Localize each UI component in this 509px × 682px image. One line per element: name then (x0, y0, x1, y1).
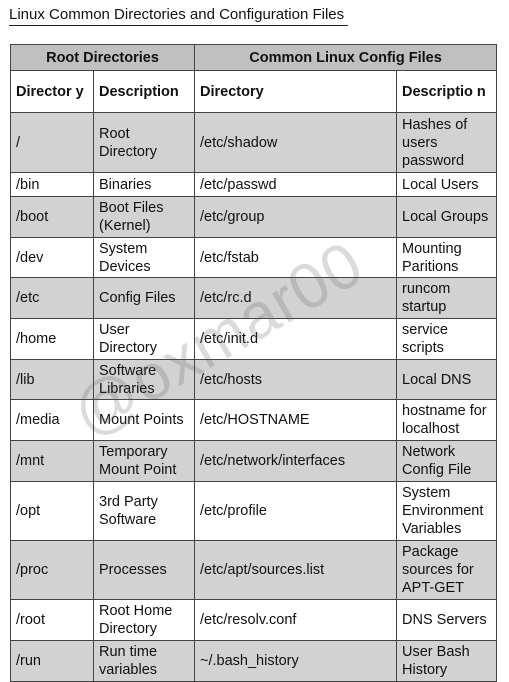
root-directory-cell: /media (10, 399, 94, 441)
root-directory-cell: /mnt (10, 440, 94, 482)
config-file-cell: /etc/group (194, 196, 397, 238)
table-row: /bin Binaries/etc/passwd Local Users (10, 172, 497, 197)
config-file-cell: /etc/init.d (194, 318, 397, 360)
config-file-cell: /etc/resolv.conf (194, 599, 397, 641)
config-file-cell: /etc/network/interfaces (194, 440, 397, 482)
config-description-cell: hostname for localhost (396, 399, 497, 441)
table-row: /boot Boot Files (Kernel)/etc/group Local … (10, 196, 497, 238)
root-description-cell: Boot Files (Kernel) (93, 196, 195, 238)
config-file-cell: /etc/fstab (194, 237, 397, 278)
group-header-config: Common Linux Config Files (194, 44, 497, 71)
config-file-cell: /etc/rc.d (194, 277, 397, 319)
config-file-cell: /etc/apt/sources.list (194, 540, 397, 600)
group-header-root: Root Directories (10, 44, 195, 71)
root-description-cell: Processes (93, 540, 195, 600)
root-directory-cell: /dev (10, 237, 94, 278)
table-body: / Root Directory/etc/shadow Hashes of user… (10, 112, 497, 682)
config-file-cell: /etc/profile (194, 481, 397, 541)
config-description-cell: runcom startup (396, 277, 497, 319)
config-description-cell: DNS Servers (396, 599, 497, 641)
root-directory-cell: / (10, 112, 94, 173)
root-directory-cell: /opt (10, 481, 94, 541)
root-directory-cell: /proc (10, 540, 94, 600)
root-description-cell: 3rd Party Software (93, 481, 195, 541)
root-description-cell: System Devices (93, 237, 195, 278)
root-description-cell: Temporary Mount Point (93, 440, 195, 482)
config-description-cell: Package sources for APT-GET (396, 540, 497, 600)
config-description-cell: User Bash History (396, 640, 497, 682)
root-directory-cell: /etc (10, 277, 94, 319)
root-description-cell: Root Directory (93, 112, 195, 173)
config-description-cell: Local Users (396, 172, 497, 197)
config-description-cell: Network Config File (396, 440, 497, 482)
config-file-cell: /etc/shadow (194, 112, 397, 173)
column-header-directory: Director y (10, 70, 94, 113)
root-directory-cell: /run (10, 640, 94, 682)
config-file-cell: /etc/hosts (194, 359, 397, 400)
root-directory-cell: /root (10, 599, 94, 641)
root-description-cell: Software Libraries (93, 359, 195, 400)
config-file-cell: /etc/HOSTNAME (194, 399, 397, 441)
config-description-cell: Mounting Paritions (396, 237, 497, 278)
config-file-cell: ~/.bash_history (194, 640, 397, 682)
table-row: /home User Directory/etc/init.d service sc… (10, 318, 497, 360)
table-row: /media Mount Points/etc/HOSTNAME hostname … (10, 399, 497, 441)
root-directory-cell: /lib (10, 359, 94, 400)
table-row: /root Root Home Directory/etc/resolv.conf… (10, 599, 497, 641)
table-row: /run Run time variables ~/.bash_history Use… (10, 640, 497, 682)
root-description-cell: User Directory (93, 318, 195, 360)
root-directory-cell: /home (10, 318, 94, 360)
column-header-config-directory: Directory (194, 70, 397, 113)
column-header-config-description: Descriptio n (396, 70, 497, 113)
table-row: /etc Config Files/etc/rc.d runcom startup (10, 277, 497, 319)
config-description-cell: Local DNS (396, 359, 497, 400)
root-description-cell: Mount Points (93, 399, 195, 441)
root-description-cell: Root Home Directory (93, 599, 195, 641)
column-header-description: Description (93, 70, 195, 113)
root-description-cell: Binaries (93, 172, 195, 197)
document-title: Linux Common Directories and Configurati… (9, 5, 349, 26)
root-directory-cell: /bin (10, 172, 94, 197)
table-row: /lib Software Libraries/etc/hosts Local DN… (10, 359, 497, 400)
root-directory-cell: /boot (10, 196, 94, 238)
directories-table: Root Directories Common Linux Config Fil… (10, 44, 497, 682)
config-description-cell: Local Groups (396, 196, 497, 238)
config-description-cell: System Environment Variables (396, 481, 497, 541)
config-file-cell: /etc/passwd (194, 172, 397, 197)
table-row: /dev System Devices/etc/fstab Mounting Par… (10, 237, 497, 278)
config-description-cell: service scripts (396, 318, 497, 360)
table-row: /mnt Temporary Mount Point/etc/network/in… (10, 440, 497, 482)
config-description-cell: Hashes of users password (396, 112, 497, 173)
table-row: /opt 3rd Party Software/etc/profile System… (10, 481, 497, 541)
table-row: / Root Directory/etc/shadow Hashes of user… (10, 112, 497, 173)
table-row: /proc Processes/etc/apt/sources.list Packa… (10, 540, 497, 600)
root-description-cell: Config Files (93, 277, 195, 319)
root-description-cell: Run time variables (93, 640, 195, 682)
